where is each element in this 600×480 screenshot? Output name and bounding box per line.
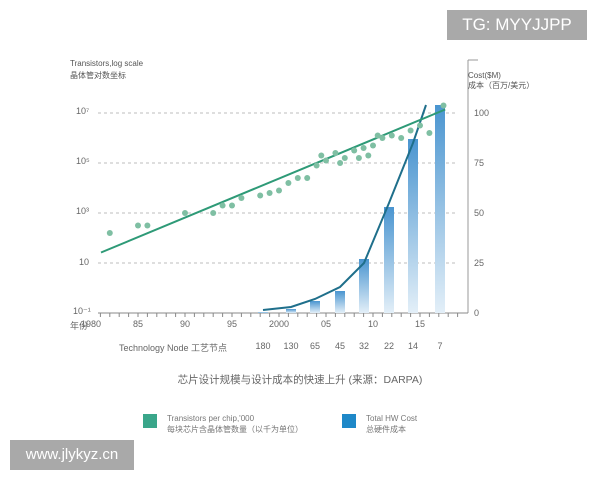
transistor-dot [304,175,311,181]
year-tick-label: 1980 [80,319,102,329]
transistor-dot [370,142,376,149]
x-axis-year-label: 年份 [70,321,89,331]
transistor-dots [106,102,447,236]
year-tick-label: 10 [367,319,378,329]
node-tick-label: 22 [383,341,394,351]
cost-bar [286,309,296,313]
right-tick-50: 50 [474,208,485,218]
transistor-dot [332,150,339,156]
legend-cost-zh: 总硬件成本 [366,425,406,434]
left-axis-title-zh: 晶体管对数坐标 [70,71,126,80]
transistor-dot [210,210,217,216]
right-tick-25: 25 [474,258,485,268]
cost-bar [435,105,445,313]
left-tick-1e-1: 10⁻¹ [73,306,91,316]
year-tick-label: 95 [226,319,237,329]
left-axis-title-en: Transistors,log scale [70,59,144,68]
transistor-dot [360,145,367,151]
cost-bar [408,139,418,313]
transistor-dot [379,135,386,141]
transistor-dot [285,180,292,186]
left-tick-10: 10 [79,257,90,267]
node-tick-label: 7 [437,341,443,351]
transistor-dot [106,230,113,236]
transistor-dot [341,155,348,161]
legend-swatch-transistors [143,414,157,428]
node-tick-label: 65 [309,341,320,351]
transistor-dot [426,130,433,136]
transistor-dot [257,192,264,199]
right-tick-75: 75 [474,158,485,168]
node-tick-label: 45 [334,341,345,351]
transistor-dot [294,175,301,181]
left-tick-1e5: 10⁵ [76,156,90,166]
transistor-trend-line [100,108,446,254]
cost-curve [262,104,427,311]
legend-transistors-zh: 每块芯片含晶体管数量（以千为单位） [167,425,303,434]
left-tick-1e3: 10³ [76,206,90,216]
transistor-dot [337,160,344,166]
transistor-dot [417,122,423,129]
cost-bar [384,207,394,313]
transistor-dot [318,152,325,159]
right-tick-100: 100 [474,108,490,118]
cost-bar [359,259,369,313]
year-tick-label: 15 [414,319,425,329]
cost-bar [310,301,320,313]
x-axis-ticks [99,313,459,317]
node-tick-label: 180 [255,341,271,351]
year-tick-label: 05 [320,319,331,329]
transistor-dot [374,132,381,139]
transistor-dot [229,202,235,209]
transistor-dot [219,202,226,209]
legend-swatch-cost [342,414,356,428]
cost-bars [258,105,445,313]
watermark-bottom: www.jlykyz.cn [10,440,134,470]
node-tick-label: 130 [283,341,299,351]
legend-transistors-en: Transistors per chip,'000 [167,414,255,423]
transistor-dot [182,210,188,216]
transistor-dot [323,157,329,164]
node-tick-label: 14 [407,341,418,351]
transistor-dot [398,135,405,141]
cost-bar [258,312,268,313]
x-axis-node-label: Technology Node 工艺节点 [119,343,228,353]
right-axis-title-zh: 成本（百万/美元） [468,81,535,90]
transistor-dot [135,222,141,229]
right-tick-0: 0 [474,308,480,318]
year-tick-label: 85 [132,319,143,329]
transistor-dot [351,147,358,154]
legend-cost-en: Total HW Cost [366,414,418,423]
transistor-dot [313,162,320,169]
transistor-dot [144,222,151,229]
transistor-dot [266,190,273,196]
transistor-dot [355,155,362,161]
transistor-dot [388,132,395,139]
transistor-dot [276,187,282,194]
node-tick-label: 32 [358,341,369,351]
chart-caption: 芯片设计规模与设计成本的快速上升 (来源：DARPA) [177,374,423,386]
transistor-dot [407,127,414,134]
transistor-dot [365,152,372,159]
left-tick-1e7: 10⁷ [76,106,90,116]
transistor-dot [440,102,447,109]
year-tick-label: 90 [179,319,190,329]
transistor-dot [238,195,245,201]
cost-bar [335,291,345,313]
watermark-top: TG: MYYJJPP [447,10,587,40]
gridlines [98,112,458,264]
year-tick-label: 2000 [268,319,290,329]
right-axis-title-en: Cost($M) [468,71,501,80]
